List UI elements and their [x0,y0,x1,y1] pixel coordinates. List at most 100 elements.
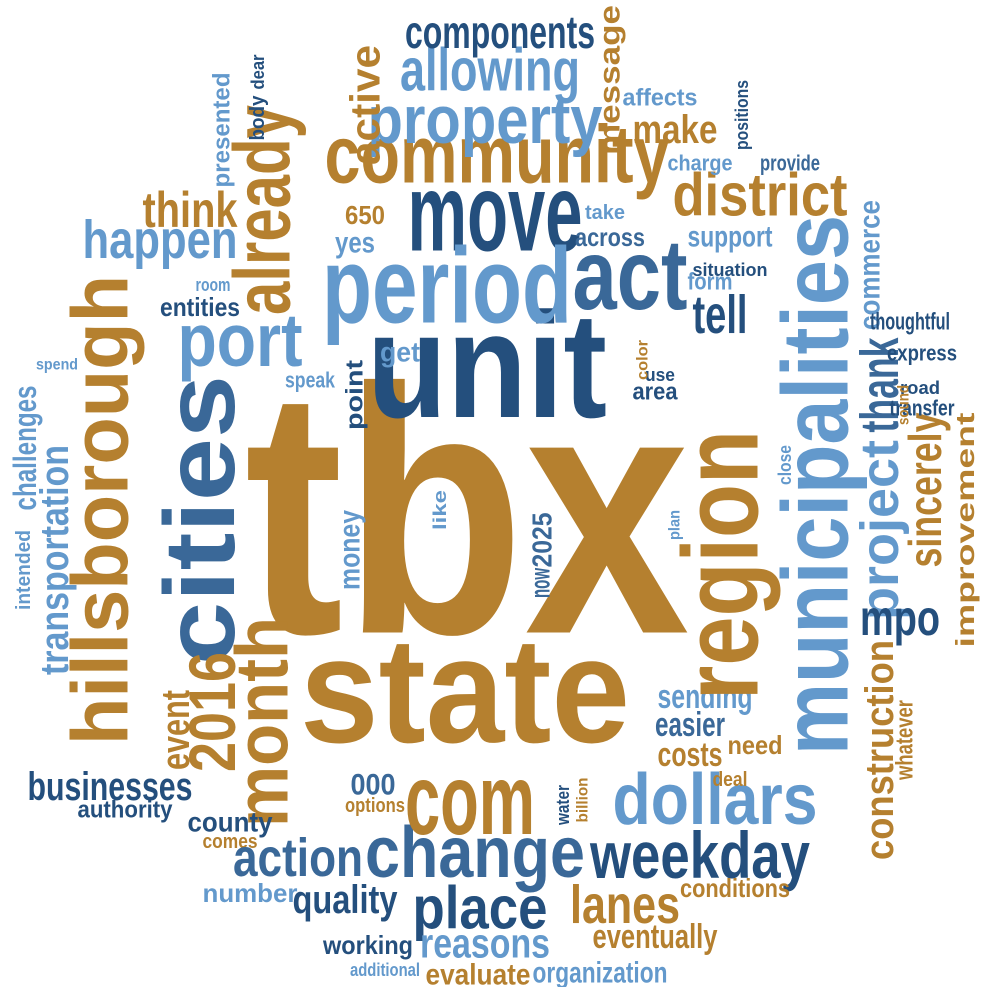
word: easier [655,706,725,744]
word: number [203,878,298,908]
word: month [221,617,304,827]
word: 2025 [527,513,558,568]
word: comes [203,831,258,853]
word: project [850,440,910,620]
word: dollars [613,760,818,840]
word: need [728,730,783,760]
word: situation [693,260,768,280]
word: room [196,275,231,295]
word: spend [36,357,78,374]
word: thoughtful [870,309,950,336]
word: charge [668,151,733,176]
word: dear [248,55,268,90]
word: municipalities [763,215,868,755]
word: express [887,341,957,366]
word: tbx [245,317,692,708]
word: message [594,5,627,155]
word: positions [732,80,752,150]
word: road [900,378,940,398]
word: active [342,45,389,165]
word: act [573,219,688,331]
word: businesses [28,765,193,809]
word: change [365,813,585,893]
word: money [334,510,367,590]
word: region [660,430,781,700]
word: close [775,445,795,485]
word: options [345,795,405,817]
word: transportation [33,445,77,675]
word: property [368,82,603,158]
word: now [525,568,556,598]
word: action [233,828,363,888]
word: intended [13,530,35,610]
word: take [585,202,625,224]
word: components [405,6,595,58]
word: affects [623,85,698,112]
word: weekday [589,818,810,892]
word: authority [78,797,174,824]
word: whatever [892,700,919,781]
word: period [322,225,572,346]
word: 000 [351,769,396,802]
word: district [673,162,848,229]
word: speak [285,368,336,393]
word: presented [209,73,236,188]
word: point [342,360,369,430]
word: county [188,807,273,838]
word: entities [160,292,240,322]
word: area [633,379,679,406]
word: thank [850,337,910,433]
word: transfer [890,396,955,421]
word: port [178,298,303,382]
word: sending [658,678,753,716]
word: cities [144,375,256,665]
word: unit [367,281,607,449]
word: water [553,785,573,826]
word: quality [293,878,399,922]
word: commerce [854,200,887,330]
word: get [380,337,420,368]
word: evaluate [426,959,531,987]
word: support [688,221,773,254]
word: challenges [7,386,43,511]
word: state [300,606,630,774]
word: sincerely [899,412,951,567]
word: tell [693,285,748,345]
word: billion [575,778,592,823]
word: com [405,744,535,856]
word: lanes [570,875,680,935]
word: reasons [420,920,550,967]
word: already [218,105,307,315]
word: use [645,365,675,385]
word: across [575,222,645,252]
word: organization [533,957,668,987]
word: deal [713,769,748,791]
word: provide [760,151,820,176]
word: body [247,95,269,141]
word: yes [335,227,375,260]
word: move [408,152,583,275]
word: think [143,182,238,238]
word: working [322,930,413,960]
word: form [688,269,733,296]
word: place [413,875,548,942]
word: plan [667,510,684,540]
word: hillsborough [56,275,145,745]
word: 2016 [175,652,249,772]
word: construction [858,640,902,860]
word: improvement [950,412,980,647]
word: event [154,690,198,770]
word: allowing [400,37,580,104]
word: 650 [345,200,385,230]
word: community [325,110,670,201]
word: sound [896,385,913,425]
word: mpo [860,590,940,646]
word: costs [658,736,723,774]
word: make [633,108,718,152]
word: conditions [680,873,790,903]
word: eventually [593,918,718,956]
word: like [430,490,450,530]
word: happen [83,210,238,270]
word: color [635,340,652,380]
